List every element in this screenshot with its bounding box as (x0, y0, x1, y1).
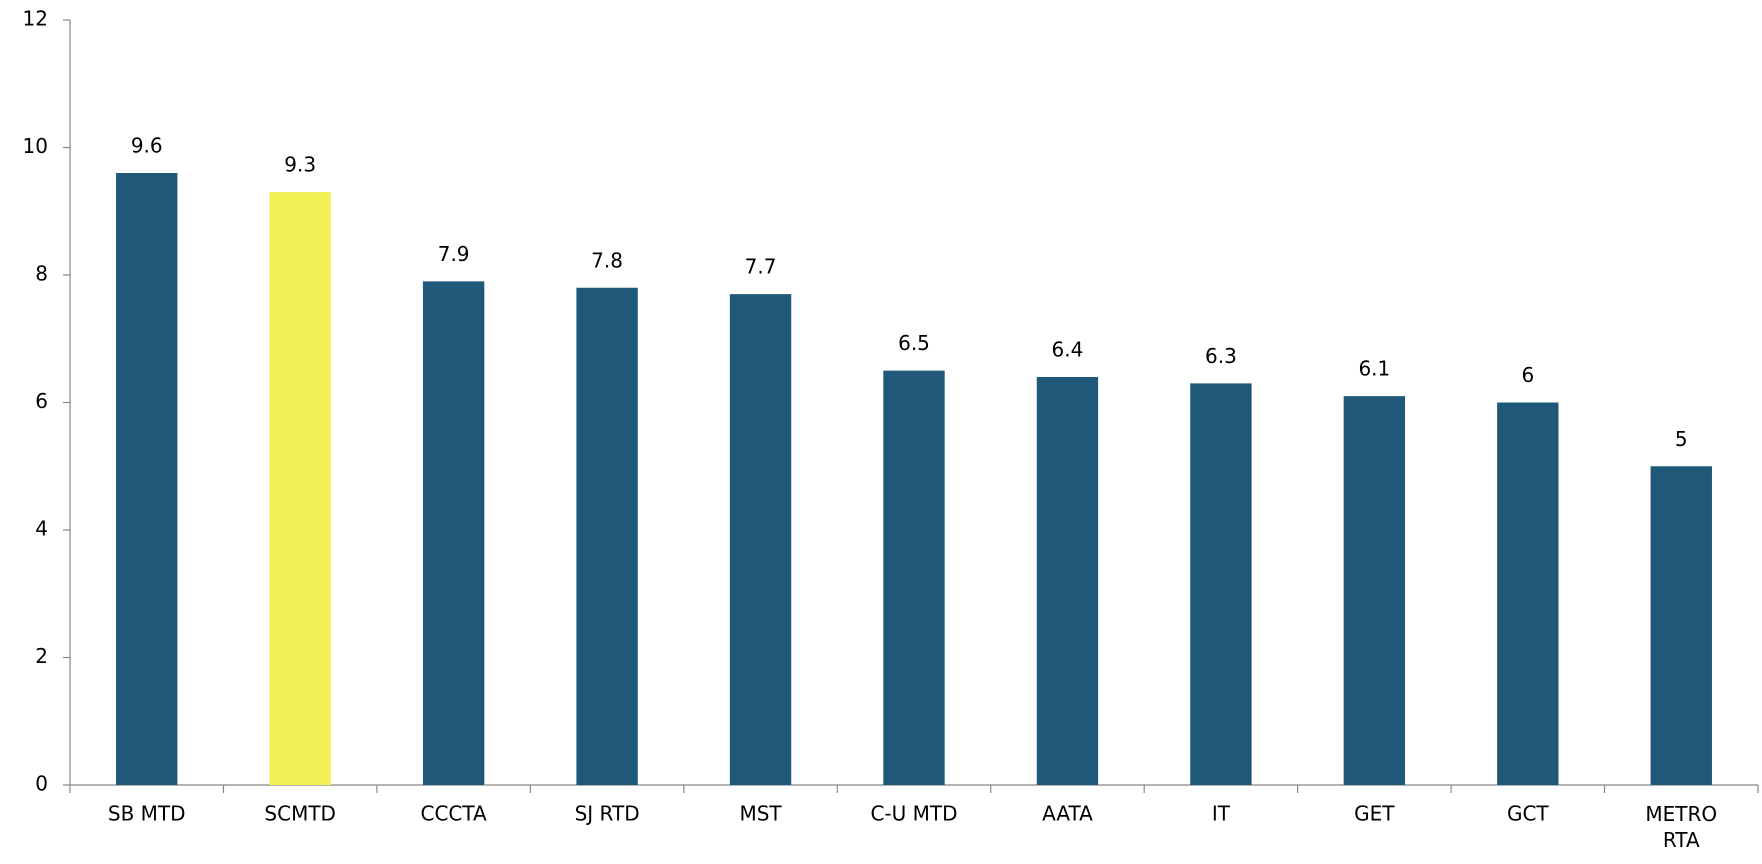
x-tick-label: C-U MTD (870, 802, 957, 826)
y-tick-label: 8 (35, 262, 48, 286)
y-tick-label: 2 (35, 644, 48, 668)
bar (1497, 402, 1559, 785)
bar (116, 173, 178, 785)
data-label: 7.9 (438, 242, 470, 266)
x-tick-label: SCMTD (264, 802, 336, 826)
bar (1190, 383, 1252, 785)
data-label: 7.8 (591, 248, 623, 272)
bar (1036, 377, 1099, 785)
data-label: 6.4 (1052, 338, 1084, 362)
data-label: 6.3 (1205, 344, 1237, 368)
data-label: 5 (1675, 427, 1688, 451)
data-label: 9.6 (131, 134, 163, 158)
data-label: 7.7 (745, 255, 777, 279)
data-label: 6 (1521, 363, 1534, 387)
bar (1343, 396, 1406, 785)
x-tick-label: GET (1354, 802, 1395, 826)
y-tick-label: 6 (35, 389, 48, 413)
x-tick-label: AATA (1042, 802, 1093, 826)
x-tick-label: SJ RTD (575, 802, 640, 826)
x-tick-label: METRO RTA (1645, 802, 1717, 852)
y-tick-label: 10 (23, 134, 48, 158)
data-label: 6.5 (898, 331, 930, 355)
x-tick-label: MST (739, 802, 782, 826)
bar (269, 192, 331, 785)
bar (883, 370, 945, 785)
bar (576, 287, 638, 785)
y-tick-label: 12 (23, 7, 48, 31)
x-tick-label: SB MTD (108, 802, 186, 826)
bar (1650, 466, 1712, 785)
y-tick-label: 0 (35, 772, 48, 796)
data-label: 9.3 (284, 153, 316, 177)
x-tick-label: GCT (1507, 802, 1549, 826)
bar (422, 281, 485, 785)
y-tick-label: 4 (35, 517, 48, 541)
x-tick-label: IT (1212, 802, 1231, 826)
bar (729, 294, 792, 785)
x-tick-label: CCCTA (421, 802, 488, 826)
data-label: 6.1 (1358, 357, 1390, 381)
